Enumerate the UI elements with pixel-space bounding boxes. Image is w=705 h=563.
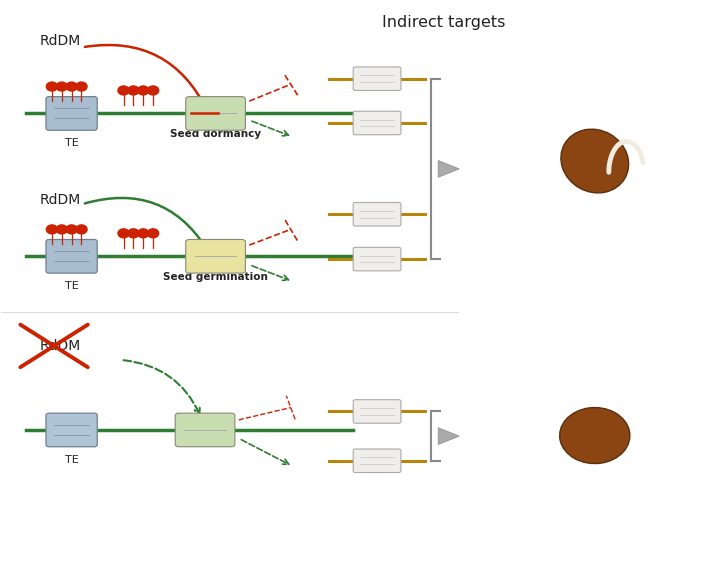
Circle shape <box>118 86 129 95</box>
FancyBboxPatch shape <box>175 413 235 447</box>
Ellipse shape <box>561 129 629 193</box>
FancyBboxPatch shape <box>185 239 245 273</box>
FancyBboxPatch shape <box>353 449 401 472</box>
Circle shape <box>56 225 68 234</box>
Ellipse shape <box>560 408 630 463</box>
Circle shape <box>76 225 87 234</box>
Circle shape <box>76 82 87 91</box>
Circle shape <box>137 86 149 95</box>
Text: TE: TE <box>65 138 78 148</box>
Circle shape <box>56 82 68 91</box>
Text: RdDM: RdDM <box>40 34 81 48</box>
Circle shape <box>47 82 58 91</box>
Circle shape <box>66 225 78 234</box>
Polygon shape <box>439 428 459 445</box>
FancyBboxPatch shape <box>46 97 97 130</box>
FancyBboxPatch shape <box>46 413 97 447</box>
Text: TE: TE <box>65 454 78 464</box>
FancyBboxPatch shape <box>185 97 245 130</box>
Text: Seed dormancy: Seed dormancy <box>170 129 261 139</box>
Circle shape <box>47 225 58 234</box>
Circle shape <box>128 86 139 95</box>
Circle shape <box>137 229 149 238</box>
Circle shape <box>147 229 159 238</box>
Polygon shape <box>439 160 459 177</box>
FancyBboxPatch shape <box>353 111 401 135</box>
Text: Indirect targets: Indirect targets <box>382 15 505 30</box>
Text: Seed germination: Seed germination <box>163 272 268 282</box>
Text: TE: TE <box>65 281 78 291</box>
Circle shape <box>66 82 78 91</box>
Circle shape <box>118 229 129 238</box>
FancyBboxPatch shape <box>353 400 401 423</box>
Text: RdDM: RdDM <box>40 193 81 207</box>
Circle shape <box>147 86 159 95</box>
Circle shape <box>128 229 139 238</box>
FancyBboxPatch shape <box>353 67 401 91</box>
FancyBboxPatch shape <box>353 247 401 271</box>
FancyBboxPatch shape <box>46 239 97 273</box>
FancyBboxPatch shape <box>353 203 401 226</box>
Text: RdDM: RdDM <box>40 339 81 353</box>
